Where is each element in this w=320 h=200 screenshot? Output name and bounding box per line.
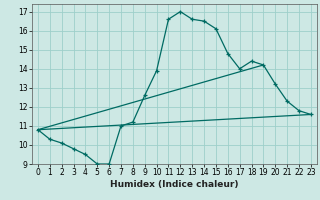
X-axis label: Humidex (Indice chaleur): Humidex (Indice chaleur): [110, 180, 239, 189]
